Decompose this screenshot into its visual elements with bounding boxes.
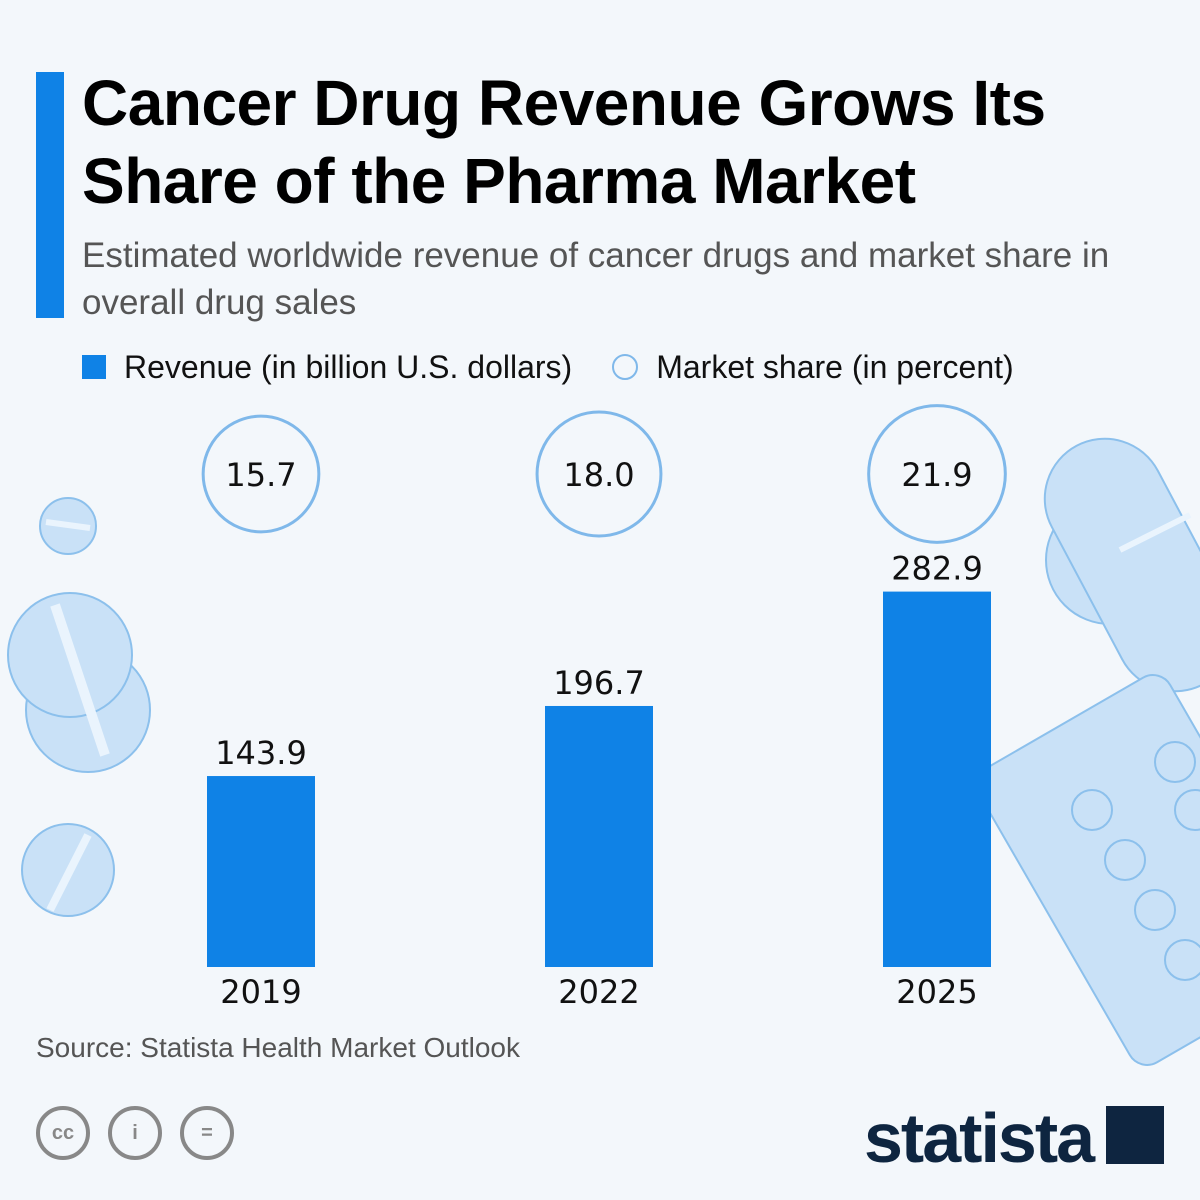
share-label: 21.9	[901, 456, 972, 494]
legend-revenue-label: Revenue (in billion U.S. dollars)	[124, 349, 573, 385]
share-circle	[201, 414, 321, 534]
legend-circle-icon	[612, 354, 639, 380]
share-label: 15.7	[225, 456, 296, 494]
revenue-bar	[883, 591, 991, 967]
legend-share-label: Market share (in percent)	[656, 349, 1014, 385]
share-label: 18.0	[563, 456, 634, 494]
revenue-label: 196.7	[553, 664, 645, 702]
x-tick-label: 2019	[220, 973, 301, 1011]
statista-logo: statista	[864, 1099, 1095, 1177]
revenue-bar	[207, 776, 315, 967]
share-circle	[867, 404, 1007, 544]
cc-icon: cc	[36, 1106, 90, 1160]
share-circle	[535, 410, 663, 538]
revenue-label: 282.9	[891, 550, 983, 588]
pill-icon	[21, 823, 115, 917]
pill-icon	[1043, 437, 1200, 693]
x-tick-label: 2025	[896, 973, 977, 1011]
chart-title: Cancer Drug Revenue Grows Its Share of t…	[82, 67, 1046, 217]
attribution-icon: i	[108, 1106, 162, 1160]
legend-share: Market share (in percent)	[612, 348, 1014, 386]
chart-subtitle: Estimated worldwide revenue of cancer dr…	[82, 236, 1110, 322]
legend-square-icon	[82, 355, 106, 379]
blister-pack-icon	[976, 674, 1200, 1066]
pill-decorations	[7, 437, 1200, 1066]
statista-logo-mark-icon	[1106, 1106, 1164, 1164]
no-derivatives-icon: =	[180, 1106, 234, 1160]
legend: Revenue (in billion U.S. dollars) Market…	[82, 348, 1182, 386]
title-accent-bar	[36, 72, 64, 318]
source-note: Source: Statista Health Market Outlook	[36, 1032, 520, 1063]
pill-icon	[39, 497, 97, 555]
pill-icon	[7, 592, 151, 773]
revenue-bar	[545, 705, 653, 967]
chart-header: Cancer Drug Revenue Grows Its Share of t…	[82, 64, 1182, 386]
x-tick-label: 2022	[558, 973, 639, 1011]
legend-revenue: Revenue (in billion U.S. dollars)	[82, 348, 572, 386]
revenue-label: 143.9	[215, 734, 307, 772]
